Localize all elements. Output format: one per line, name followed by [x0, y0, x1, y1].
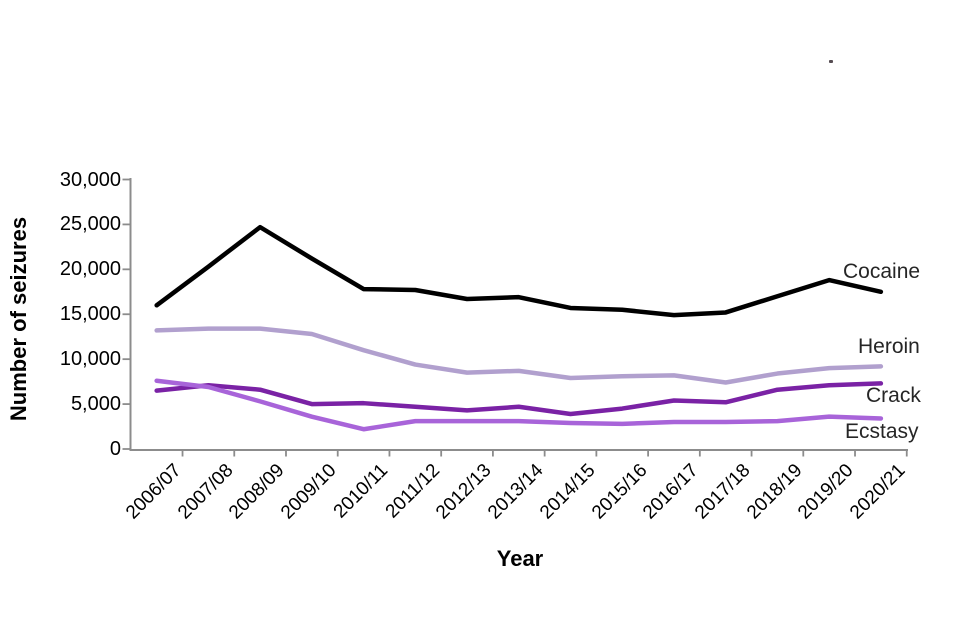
- y-tick-label: 5,000: [70, 393, 121, 416]
- y-tick-label: 25,000: [59, 213, 121, 236]
- y-tick-label: 30,000: [59, 168, 121, 191]
- y-tick-label: 10,000: [59, 348, 121, 371]
- y-axis-title: Number of seizures: [6, 216, 31, 422]
- y-tick-label: 0: [109, 438, 121, 460]
- data-lines: [154, 224, 884, 432]
- series-label-crack: Crack: [866, 384, 921, 407]
- y-tick-label: 20,000: [59, 258, 121, 281]
- series-label-cocaine: Cocaine: [843, 260, 921, 283]
- line-crack: [154, 381, 884, 417]
- y-tick-label: 15,000: [59, 303, 121, 326]
- series-label-heroin: Heroin: [858, 335, 920, 358]
- speck-artifact: [829, 60, 833, 63]
- axes: [122, 178, 908, 457]
- line-heroin: [154, 326, 884, 385]
- line-ecstasy: [154, 378, 884, 432]
- line-cocaine: [154, 224, 884, 318]
- x-axis-title: Year: [496, 546, 544, 571]
- series-label-ecstasy: Ecstasy: [845, 420, 919, 443]
